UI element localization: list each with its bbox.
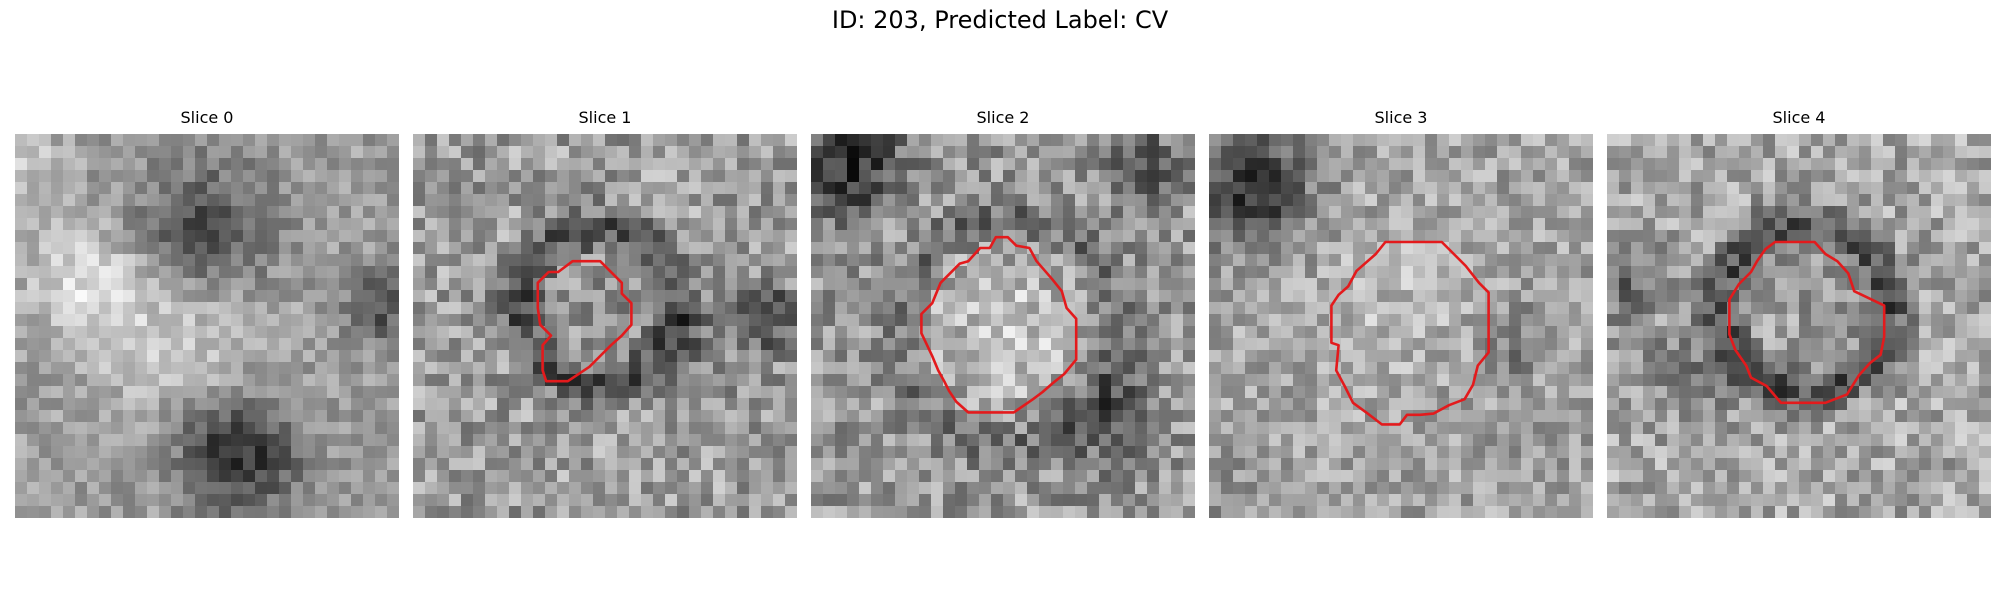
slice-image-3 xyxy=(1209,134,1593,518)
slice-title-3: Slice 3 xyxy=(1374,108,1428,127)
slice-image-2 xyxy=(811,134,1195,518)
slice-panel-3: Slice 3 xyxy=(1209,108,1593,518)
segmentation-contour-1 xyxy=(536,259,633,383)
slice-panel-0: Slice 0 xyxy=(15,108,399,518)
slice-title-1: Slice 1 xyxy=(578,108,632,127)
slice-title-2: Slice 2 xyxy=(976,108,1030,127)
segmentation-contour-2 xyxy=(920,235,1078,414)
slice-panel-4: Slice 4 xyxy=(1607,108,1991,518)
slice-title-4: Slice 4 xyxy=(1772,108,1826,127)
slice-image-1 xyxy=(413,134,797,518)
slice-title-0: Slice 0 xyxy=(180,108,234,127)
slice-image-4 xyxy=(1607,134,1991,518)
slice-image-0 xyxy=(15,134,399,518)
figure-title: ID: 203, Predicted Label: CV xyxy=(831,6,1169,34)
segmentation-contour-4 xyxy=(1728,240,1886,405)
slice-panel-1: Slice 1 xyxy=(413,108,797,518)
slice-panel-2: Slice 2 xyxy=(811,108,1195,518)
segmentation-contour-3 xyxy=(1330,240,1490,426)
